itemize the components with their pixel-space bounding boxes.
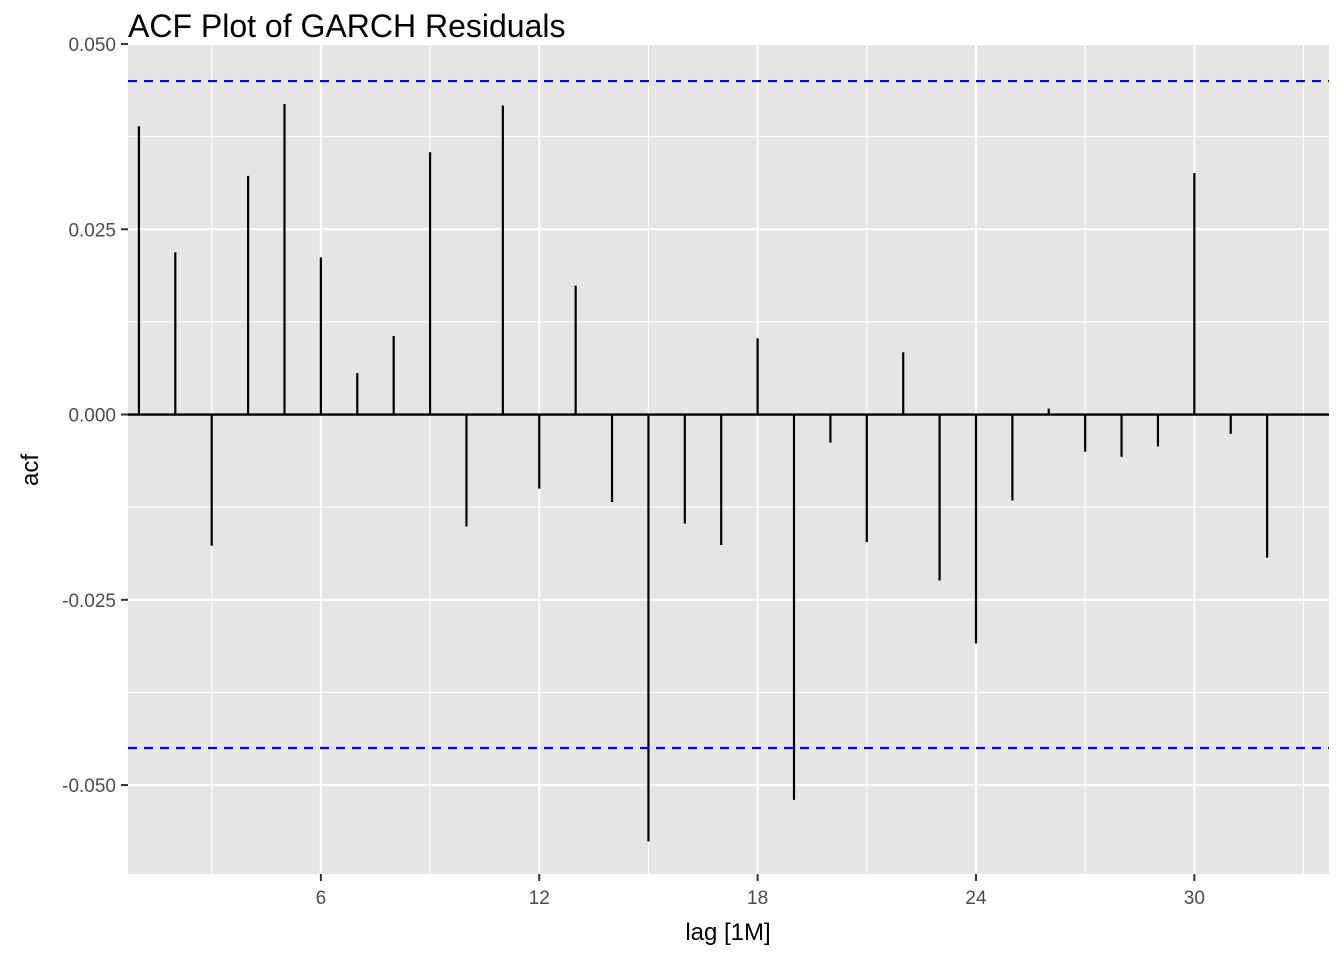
plot-panel <box>128 44 1329 874</box>
x-tick-label: 24 <box>965 888 987 909</box>
y-axis-title: acf <box>17 454 44 486</box>
acf-bars <box>137 104 1269 842</box>
y-axis: -0.050 -0.025 0.000 0.025 0.050 <box>62 35 128 797</box>
x-tick-label: 18 <box>747 888 768 909</box>
x-tick-label: 30 <box>1184 888 1205 909</box>
y-tick-label: -0.025 <box>62 591 116 612</box>
x-tick-label: 6 <box>316 888 327 909</box>
x-axis-title: lag [1M] <box>685 919 770 946</box>
y-tick-label: 0.050 <box>68 35 116 56</box>
y-tick-label: 0.000 <box>68 406 116 427</box>
confidence-lines <box>128 79 1329 750</box>
y-tick-label: -0.050 <box>62 776 116 797</box>
x-tick-label: 12 <box>529 888 550 909</box>
x-axis: 6 12 18 24 30 <box>316 874 1205 909</box>
y-tick-label: 0.025 <box>68 220 116 241</box>
chart-title: ACF Plot of GARCH Residuals <box>128 8 566 44</box>
